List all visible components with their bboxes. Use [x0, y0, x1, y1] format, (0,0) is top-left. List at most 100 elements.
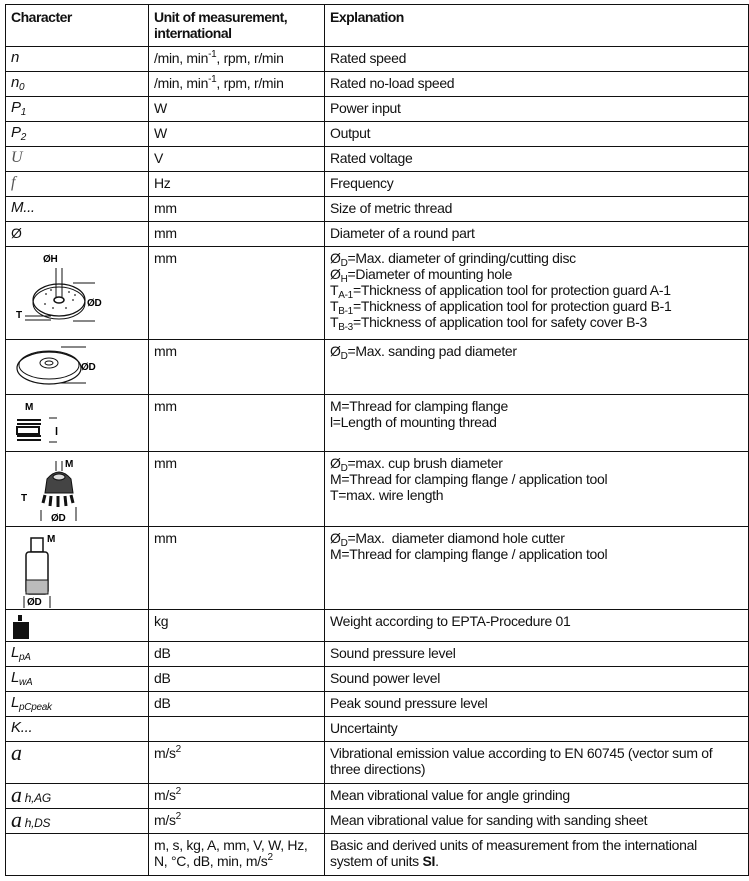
table-row: M l mm M=Thread for clamping flange l=Le…: [5, 394, 749, 452]
unit: Hz: [148, 171, 325, 197]
unit: mm: [148, 196, 325, 222]
explanation: Sound pressure level: [324, 641, 749, 667]
header-explanation: Explanation: [324, 4, 749, 47]
unit: kg: [148, 609, 325, 642]
explanation: Rated voltage: [324, 146, 749, 172]
unit: mm: [148, 221, 325, 247]
svg-text:M: M: [25, 402, 33, 413]
explanation: Diameter of a round part: [324, 221, 749, 247]
symbols-table: Character Unit of measurement, internati…: [5, 4, 749, 876]
table-row: LpCpeak dB Peak sound pressure level: [5, 691, 749, 717]
svg-text:ØD: ØD: [27, 597, 41, 608]
svg-text:M: M: [47, 534, 55, 545]
explanation: ØD=Max. diameter of grinding/cutting dis…: [324, 246, 749, 340]
unit: V: [148, 146, 325, 172]
symbol-n: n: [5, 46, 149, 72]
table-row: m, s, kg, A, mm, V, W, Hz, N, °C, dB, mi…: [5, 833, 749, 876]
table-row: ØH ØD T mm ØD=Max. diameter of grinding/…: [5, 246, 749, 340]
sanding-pad-icon: ØD: [5, 339, 149, 395]
explanation: ØD=Max. sanding pad diameter: [324, 339, 749, 395]
unit: mm: [148, 339, 325, 395]
svg-text:T: T: [21, 493, 27, 504]
unit: mm: [148, 394, 325, 452]
explanation: ØD=max. cup brush diameter M=Thread for …: [324, 451, 749, 527]
explanation: Uncertainty: [324, 716, 749, 742]
unit: W: [148, 96, 325, 122]
table-row: P1 W Power input: [5, 96, 749, 122]
symbol-n0: n0: [5, 71, 149, 97]
svg-text:ØD: ØD: [81, 362, 95, 373]
table-row: M T ØD mm ØD=max. cup brush diameter M=T…: [5, 451, 749, 527]
unit: /min, min-1, rpm, r/min: [148, 46, 325, 72]
explanation: Rated no-load speed: [324, 71, 749, 97]
explanation: ØD=Max. diameter diamond hole cutter M=T…: [324, 526, 749, 610]
table-row: a h,AG m/s2 Mean vibrational value for a…: [5, 783, 749, 809]
symbol-u: U: [5, 146, 149, 172]
table-row: K... Uncertainty: [5, 716, 749, 742]
table-row: n /min, min-1, rpm, r/min Rated speed: [5, 46, 749, 72]
svg-text:l: l: [55, 426, 58, 438]
symbol-p2: P2: [5, 121, 149, 147]
table-row: ØD mm ØD=Max. sanding pad diameter: [5, 339, 749, 395]
unit: m/s2: [148, 741, 325, 784]
unit: m, s, kg, A, mm, V, W, Hz, N, °C, dB, mi…: [148, 833, 325, 876]
symbol-a-h-ag: a h,AG: [5, 783, 149, 809]
header-character: Character: [5, 4, 149, 47]
table-header: Character Unit of measurement, internati…: [5, 4, 749, 47]
thread-icon: M l: [5, 394, 149, 452]
explanation: Output: [324, 121, 749, 147]
explanation: Vibrational emission value according to …: [324, 741, 749, 784]
diamond-hole-cutter-icon: M ØD: [5, 526, 149, 610]
table-row: M ØD mm ØD=Max. diameter diamond hole cu…: [5, 526, 749, 610]
symbol-diameter: Ø: [5, 221, 149, 247]
symbol-k: K...: [5, 716, 149, 742]
svg-text:ØD: ØD: [51, 513, 65, 523]
explanation: Basic and derived units of measurement f…: [324, 833, 749, 876]
symbol-a-h-ds: a h,DS: [5, 808, 149, 834]
explanation: Frequency: [324, 171, 749, 197]
unit: dB: [148, 666, 325, 692]
explanation: Rated speed: [324, 46, 749, 72]
table-row: f Hz Frequency: [5, 171, 749, 197]
table-row: n0 /min, min-1, rpm, r/min Rated no-load…: [5, 71, 749, 97]
unit: mm: [148, 451, 325, 527]
explanation: Mean vibrational value for angle grindin…: [324, 783, 749, 809]
table-row: Ø mm Diameter of a round part: [5, 221, 749, 247]
unit: dB: [148, 691, 325, 717]
explanation: M=Thread for clamping flange l=Length of…: [324, 394, 749, 452]
weight-icon: [5, 609, 149, 642]
table-row: kg Weight according to EPTA-Procedure 01: [5, 609, 749, 642]
symbol-lwa: LwA: [5, 666, 149, 692]
svg-text:ØD: ØD: [87, 298, 101, 309]
table-row: a h,DS m/s2 Mean vibrational value for s…: [5, 808, 749, 834]
table-row: U V Rated voltage: [5, 146, 749, 172]
cup-brush-icon: M T ØD: [5, 451, 149, 527]
explanation: Weight according to EPTA-Procedure 01: [324, 609, 749, 642]
table-row: LwA dB Sound power level: [5, 666, 749, 692]
symbol-m: M...: [5, 196, 149, 222]
table-row: M... mm Size of metric thread: [5, 196, 749, 222]
unit: W: [148, 121, 325, 147]
symbol-lpcpeak: LpCpeak: [5, 691, 149, 717]
table-row: a m/s2 Vibrational emission value accord…: [5, 741, 749, 784]
symbol-f: f: [5, 171, 149, 197]
explanation: Power input: [324, 96, 749, 122]
unit: [148, 716, 325, 742]
symbol-a: a: [5, 741, 149, 784]
header-unit: Unit of measurement, international: [148, 4, 325, 47]
explanation: Mean vibrational value for sanding with …: [324, 808, 749, 834]
unit: mm: [148, 526, 325, 610]
svg-text:T: T: [16, 310, 22, 321]
svg-text:M: M: [65, 459, 73, 470]
grinding-disc-icon: ØH ØD T: [5, 246, 149, 340]
explanation: Peak sound pressure level: [324, 691, 749, 717]
table-row: LpA dB Sound pressure level: [5, 641, 749, 667]
svg-text:ØH: ØH: [43, 254, 57, 265]
explanation: Size of metric thread: [324, 196, 749, 222]
table-row: P2 W Output: [5, 121, 749, 147]
unit: m/s2: [148, 783, 325, 809]
symbol-lpa: LpA: [5, 641, 149, 667]
unit: dB: [148, 641, 325, 667]
explanation: Sound power level: [324, 666, 749, 692]
symbol-empty: [5, 833, 149, 876]
